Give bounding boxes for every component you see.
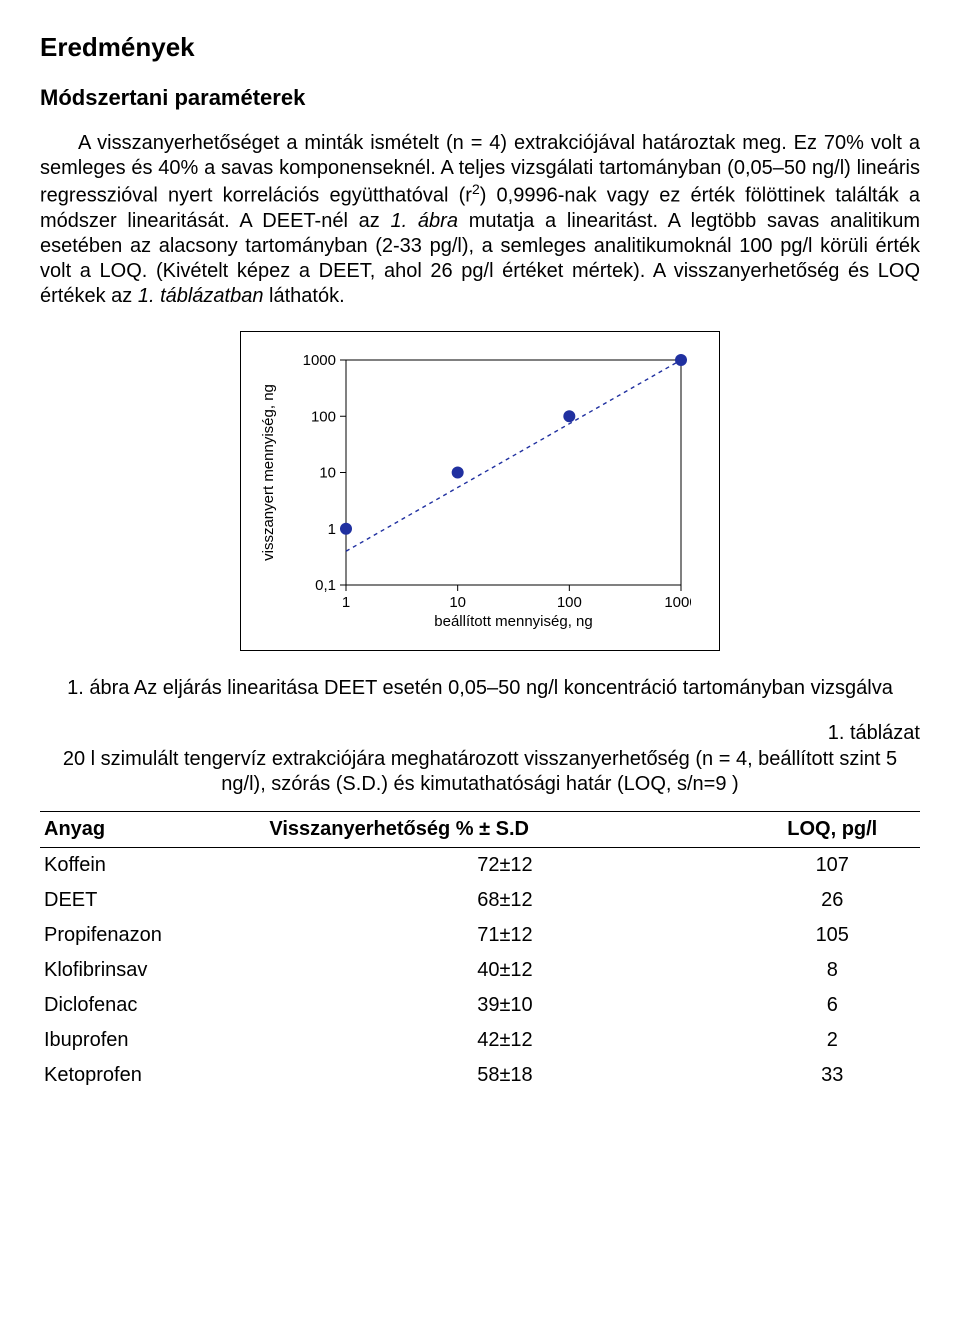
svg-text:beállított mennyiség, ng: beállított mennyiség, ng bbox=[434, 613, 592, 630]
table-number: 1. táblázat bbox=[40, 722, 920, 745]
cell-loq: 6 bbox=[745, 988, 920, 1023]
section-title: Módszertani paraméterek bbox=[40, 85, 920, 111]
cell-recovery: 39±10 bbox=[265, 988, 744, 1023]
table-row: Propifenazon71±12105 bbox=[40, 918, 920, 953]
cell-anyag: Ketoprofen bbox=[40, 1058, 265, 1093]
cell-recovery: 58±18 bbox=[265, 1058, 744, 1093]
cell-recovery: 42±12 bbox=[265, 1023, 744, 1058]
cell-anyag: DEET bbox=[40, 883, 265, 918]
cell-loq: 2 bbox=[745, 1023, 920, 1058]
svg-text:100: 100 bbox=[311, 408, 336, 425]
col-anyag: Anyag bbox=[40, 811, 265, 847]
cell-recovery: 72±12 bbox=[265, 847, 744, 883]
table-row: DEET68±1226 bbox=[40, 883, 920, 918]
svg-text:1000: 1000 bbox=[664, 594, 691, 611]
table-row: Ibuprofen42±122 bbox=[40, 1023, 920, 1058]
cell-anyag: Koffein bbox=[40, 847, 265, 883]
cell-loq: 107 bbox=[745, 847, 920, 883]
cell-loq: 8 bbox=[745, 953, 920, 988]
cell-loq: 105 bbox=[745, 918, 920, 953]
linearity-chart: 0,1 1 10 100 1000 1 10 100 1000 beállított mennyi… bbox=[251, 350, 691, 630]
col-loq: LOQ, pg/l bbox=[745, 811, 920, 847]
svg-text:10: 10 bbox=[449, 594, 466, 611]
table-row: Ketoprofen58±1833 bbox=[40, 1058, 920, 1093]
cell-anyag: Klofibrinsav bbox=[40, 953, 265, 988]
table-body: Koffein72±12107DEET68±1226Propifenazon71… bbox=[40, 847, 920, 1093]
table-intro: 20 l szimulált tengervíz extrakciójára m… bbox=[40, 747, 920, 797]
cell-recovery: 71±12 bbox=[265, 918, 744, 953]
superscript: 2 bbox=[472, 181, 480, 197]
table-header-row: Anyag Visszanyerhetőség % ± S.D LOQ, pg/… bbox=[40, 811, 920, 847]
page-title: Eredmények bbox=[40, 32, 920, 63]
table-row: Diclofenac39±106 bbox=[40, 988, 920, 1023]
results-table: Anyag Visszanyerhetőség % ± S.D LOQ, pg/… bbox=[40, 811, 920, 1093]
cell-anyag: Ibuprofen bbox=[40, 1023, 265, 1058]
svg-text:visszanyert mennyiség, ng: visszanyert mennyiség, ng bbox=[260, 384, 277, 561]
cell-anyag: Diclofenac bbox=[40, 988, 265, 1023]
figure-ref: 1. ábra bbox=[391, 210, 458, 232]
svg-text:10: 10 bbox=[319, 464, 336, 481]
cell-anyag: Propifenazon bbox=[40, 918, 265, 953]
para-text: láthatók. bbox=[263, 285, 344, 307]
table-row: Koffein72±12107 bbox=[40, 847, 920, 883]
svg-text:1: 1 bbox=[342, 594, 350, 611]
cell-loq: 33 bbox=[745, 1058, 920, 1093]
table-row: Klofibrinsav40±128 bbox=[40, 953, 920, 988]
svg-text:100: 100 bbox=[557, 594, 582, 611]
table-ref: 1. táblázatban bbox=[138, 285, 264, 307]
chart-container: 0,1 1 10 100 1000 1 10 100 1000 beállított mennyi… bbox=[40, 331, 920, 651]
figure-caption: 1. ábra Az eljárás linearitása DEET eset… bbox=[40, 677, 920, 700]
svg-text:0,1: 0,1 bbox=[315, 577, 336, 594]
chart-box: 0,1 1 10 100 1000 1 10 100 1000 beállított mennyi… bbox=[240, 331, 720, 651]
body-paragraph: A visszanyerhetőséget a minták ismételt … bbox=[40, 131, 920, 309]
svg-text:1: 1 bbox=[328, 520, 336, 537]
svg-text:1000: 1000 bbox=[303, 352, 336, 369]
cell-loq: 26 bbox=[745, 883, 920, 918]
cell-recovery: 68±12 bbox=[265, 883, 744, 918]
col-visszanyerhetoseg: Visszanyerhetőség % ± S.D bbox=[265, 811, 744, 847]
cell-recovery: 40±12 bbox=[265, 953, 744, 988]
